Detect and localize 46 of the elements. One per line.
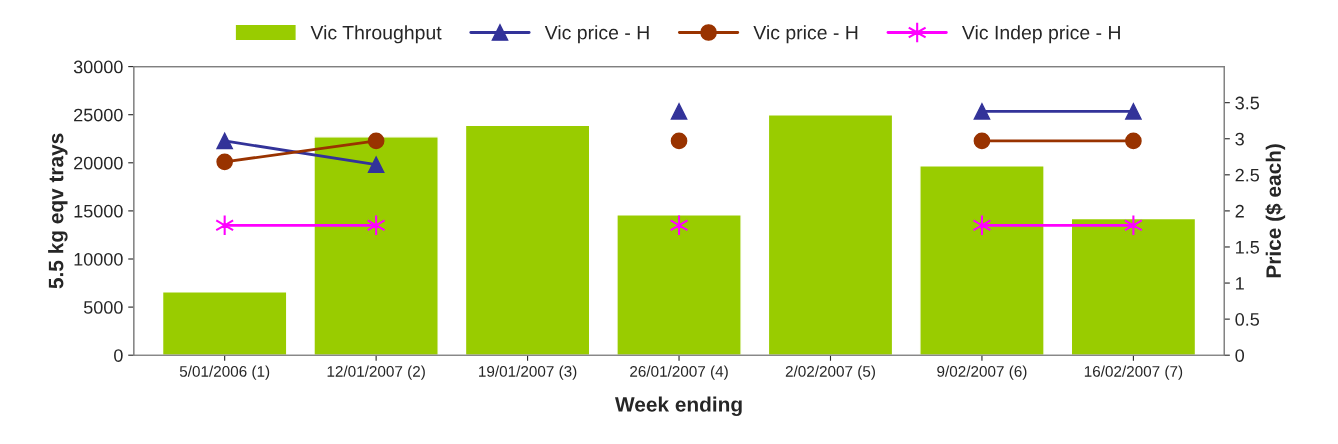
x-tick-label: 2/02/2007 (5) [785, 365, 875, 380]
y2-axis-title: Price ($ each) [1265, 144, 1286, 278]
y-tick-label: 15000 [74, 204, 123, 218]
y2-tick-label: 2 [1235, 204, 1244, 218]
point [670, 102, 688, 120]
point [670, 132, 688, 150]
bar [616, 214, 742, 356]
bar [313, 136, 439, 356]
y2-tick-label: 0.5 [1235, 313, 1260, 326]
legend-label: Vic price - H [544, 25, 649, 44]
y-tick-label: 10000 [74, 252, 123, 266]
y2-tick-label: 3 [1235, 132, 1244, 146]
point [367, 132, 385, 150]
x-tick-label: 26/01/2007 (4) [630, 365, 728, 380]
y-tick-label: 5000 [83, 301, 123, 314]
bar [919, 164, 1045, 356]
x-tick-label: 16/02/2007 (7) [1084, 365, 1183, 380]
y2-tick-label: 1.5 [1236, 241, 1260, 254]
point [1125, 132, 1142, 150]
x-tick-label: 19/01/2007 (3) [479, 365, 577, 380]
point [1125, 102, 1142, 120]
x-axis-title: Week ending [615, 396, 742, 417]
y-tick-label: 0 [114, 349, 123, 362]
y2-tick-label: 3.5 [1235, 96, 1260, 110]
bar [161, 291, 288, 356]
point [973, 132, 991, 150]
legend-label: Vic Throughput [310, 25, 442, 44]
y2-tick-label: 2.5 [1235, 168, 1260, 182]
x-tick-label: 5/01/2006 (1) [179, 365, 270, 380]
y-axis-title: 5.5 kg eqv trays [48, 133, 68, 289]
point [216, 132, 234, 150]
y-tick-label: 20000 [74, 156, 123, 170]
y2-tick-label: 0 [1235, 349, 1245, 362]
y-tick-label: 30000 [73, 60, 123, 74]
point [367, 156, 385, 174]
bar [464, 124, 591, 356]
y2-tick-label: 1 [1236, 277, 1244, 290]
point [973, 102, 991, 120]
legend-label: Vic price - H [753, 25, 858, 44]
y-tick-label: 25000 [74, 108, 123, 122]
bar [767, 114, 894, 356]
point [216, 153, 234, 171]
x-tick-label: 12/01/2007 (2) [327, 365, 425, 380]
bar [1070, 217, 1197, 356]
legend-label: Vic Indep price - H [961, 25, 1120, 44]
x-tick-label: 9/02/2007 (6) [937, 365, 1027, 380]
